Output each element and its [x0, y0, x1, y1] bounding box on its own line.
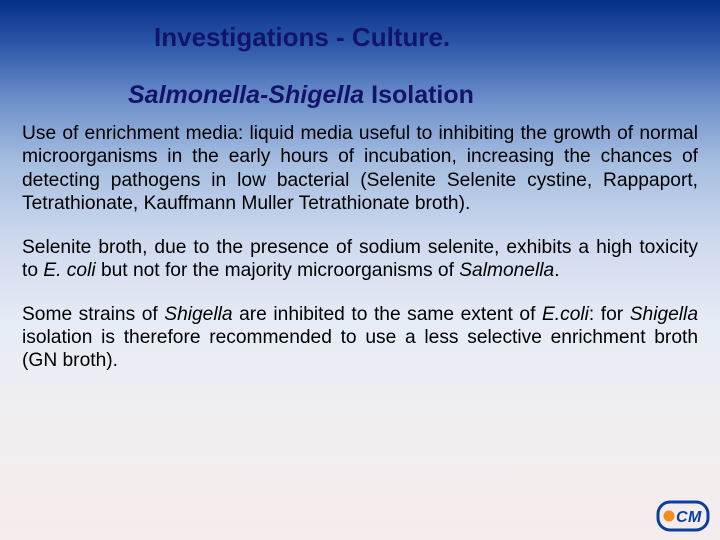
logo-icon: C M [656, 498, 710, 534]
p2-em-2: Salmonella [459, 260, 554, 281]
p2-text-b: but not for the majority microorganisms … [96, 260, 460, 281]
p3-text-d: isolation is therefore recommended to us… [22, 327, 698, 371]
p3-text-a: Some strains of [22, 304, 164, 325]
p3-em-1: Shigella [164, 304, 232, 325]
svg-text:C: C [676, 509, 688, 526]
p3-text-b: are inhibited to the same extent of [233, 304, 542, 325]
p3-text-c: : for [589, 304, 630, 325]
p3-em-2: E.coli [542, 304, 589, 325]
slide: Investigations - Culture. Salmonella-Shi… [0, 0, 720, 540]
subtitle-rest: Isolation [364, 81, 474, 109]
subtitle-italic: Salmonella-Shigella [128, 81, 364, 109]
p2-em-1: E. coli [43, 260, 95, 281]
paragraph-1: Use of enrichment media: liquid media us… [22, 122, 698, 216]
p3-em-3: Shigella [630, 304, 698, 325]
subtitle: Salmonella-Shigella Isolation [128, 81, 698, 110]
svg-text:M: M [688, 509, 702, 526]
paragraph-2: Selenite broth, due to the presence of s… [22, 236, 698, 283]
p2-text-c: . [554, 260, 559, 281]
paragraph-3: Some strains of Shigella are inhibited t… [22, 303, 698, 373]
page-title: Investigations - Culture. [154, 22, 698, 53]
